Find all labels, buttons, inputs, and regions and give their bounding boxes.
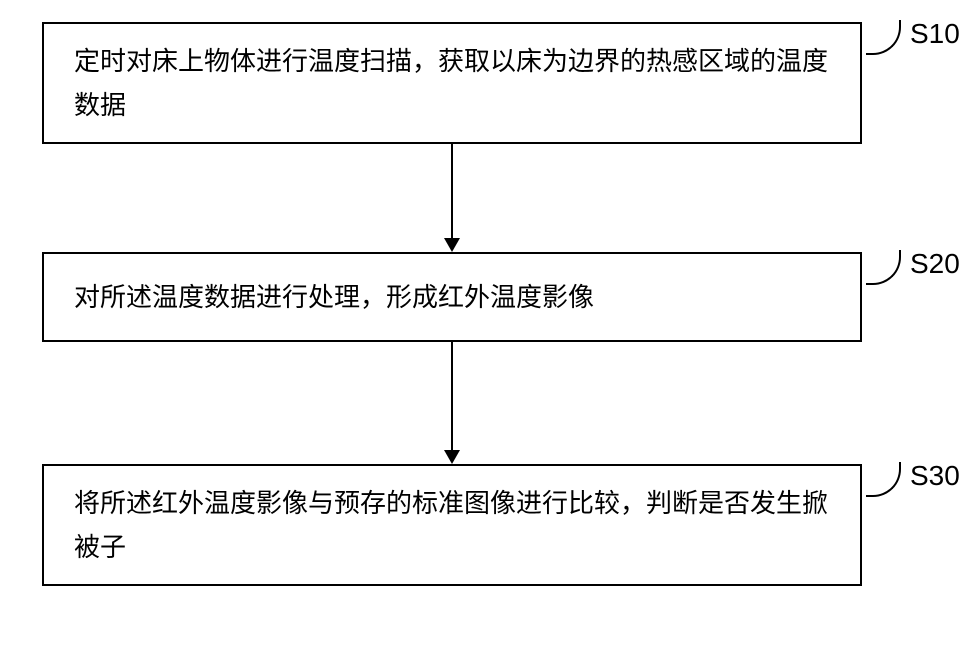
flowchart-node-s20: 对所述温度数据进行处理，形成红外温度影像 bbox=[42, 252, 862, 342]
node-text: 对所述温度数据进行处理，形成红外温度影像 bbox=[74, 275, 594, 319]
step-label-s10: S10 bbox=[910, 18, 960, 50]
flowchart-node-s30: 将所述红外温度影像与预存的标准图像进行比较，判断是否发生掀被子 bbox=[42, 464, 862, 586]
step-label-s30: S30 bbox=[910, 460, 960, 492]
label-connector bbox=[866, 462, 901, 497]
arrow-head bbox=[444, 238, 460, 252]
label-connector bbox=[866, 250, 901, 285]
arrow-line bbox=[451, 342, 453, 450]
flowchart-node-s10: 定时对床上物体进行温度扫描，获取以床为边界的热感区域的温度数据 bbox=[42, 22, 862, 144]
flowchart-container: 定时对床上物体进行温度扫描，获取以床为边界的热感区域的温度数据 S10 对所述温… bbox=[0, 0, 970, 647]
arrow-line bbox=[451, 144, 453, 238]
node-text: 定时对床上物体进行温度扫描，获取以床为边界的热感区域的温度数据 bbox=[74, 39, 830, 127]
node-text: 将所述红外温度影像与预存的标准图像进行比较，判断是否发生掀被子 bbox=[74, 481, 830, 569]
label-connector bbox=[866, 20, 901, 55]
step-label-s20: S20 bbox=[910, 248, 960, 280]
arrow-head bbox=[444, 450, 460, 464]
